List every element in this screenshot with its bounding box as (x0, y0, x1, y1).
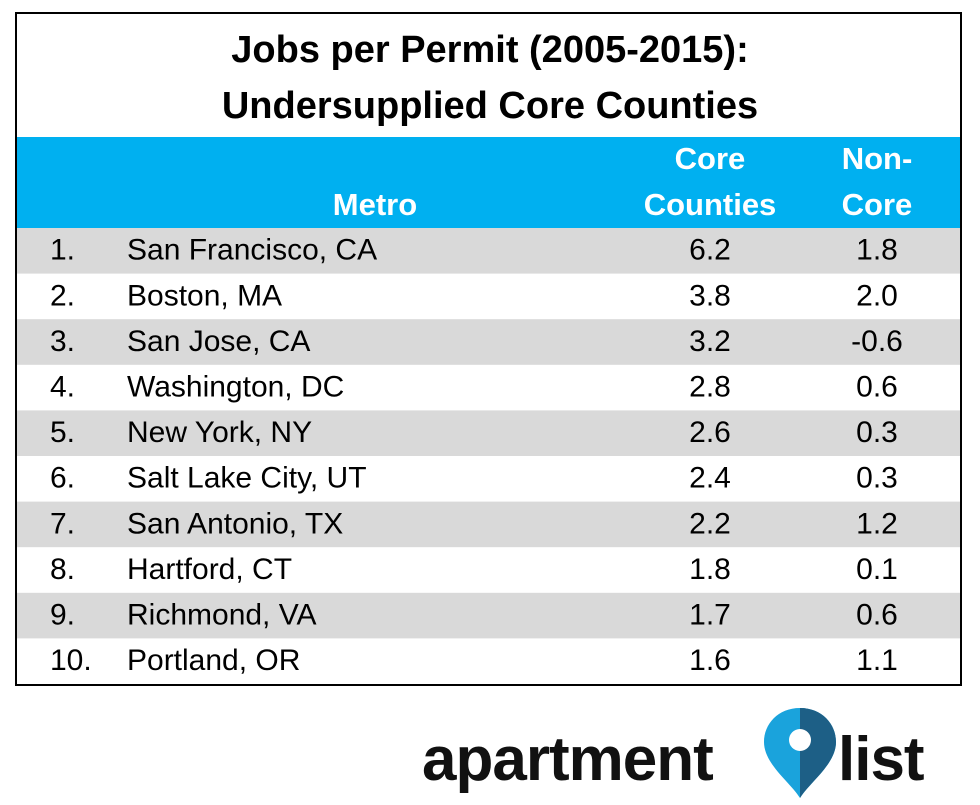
metro: New York, NY (127, 416, 312, 449)
metro: Portland, OR (127, 644, 300, 677)
row-shade (16, 592, 961, 639)
rank: 5. (50, 416, 75, 449)
noncore-value: 2.0 (856, 279, 898, 312)
title-line: Undersupplied Core Counties (222, 85, 758, 127)
rank: 9. (50, 599, 75, 632)
metro: Salt Lake City, UT (127, 462, 367, 495)
noncore-value: -0.6 (851, 325, 903, 358)
table-border (15, 12, 962, 686)
column-header: Counties (644, 187, 777, 222)
metro: Richmond, VA (127, 599, 317, 632)
rank: 7. (50, 507, 75, 540)
rank: 3. (50, 325, 75, 358)
column-header: Core (842, 187, 913, 222)
table-body: 1. San Francisco, CA 6.2 1.82. Boston, MA 3.8… (16, 228, 961, 677)
logo-text: list (838, 725, 924, 794)
title-line: Jobs per Permit (2005-2015): (231, 29, 748, 71)
rank: 6. (50, 462, 75, 495)
noncore-value: 1.2 (856, 507, 898, 540)
metro: San Francisco, CA (127, 234, 377, 267)
rank: 4. (50, 371, 75, 404)
column-header: Core (675, 141, 746, 176)
rank: 1. (50, 234, 75, 267)
column-header: Non- (842, 141, 913, 176)
logo-text: apartment (422, 725, 713, 794)
row-shade (16, 319, 961, 365)
core-value: 1.6 (689, 644, 731, 677)
logo-pin (764, 708, 836, 798)
noncore-value: 0.3 (856, 416, 898, 449)
noncore-value: 1.8 (856, 234, 898, 267)
metro: Hartford, CT (127, 553, 292, 586)
row-shade (16, 410, 961, 456)
rank: 8. (50, 553, 75, 586)
row-shade (16, 228, 961, 274)
noncore-value: 0.6 (856, 371, 898, 404)
core-value: 1.7 (689, 599, 731, 632)
core-value: 3.8 (689, 279, 731, 312)
rank: 2. (50, 279, 75, 312)
noncore-value: 0.3 (856, 462, 898, 495)
core-value: 2.8 (689, 371, 731, 404)
core-value: 2.4 (689, 462, 731, 495)
metro: Boston, MA (127, 279, 282, 312)
noncore-value: 0.1 (856, 553, 898, 586)
core-value: 1.8 (689, 553, 731, 586)
core-value: 3.2 (689, 325, 731, 358)
metro: San Antonio, TX (127, 507, 343, 540)
core-value: 6.2 (689, 234, 731, 267)
header-band (16, 137, 961, 228)
core-value: 2.2 (689, 507, 731, 540)
noncore-value: 0.6 (856, 599, 898, 632)
metro: Washington, DC (127, 371, 344, 404)
rank: 10. (50, 644, 92, 677)
core-value: 2.6 (689, 416, 731, 449)
metro: San Jose, CA (127, 325, 310, 358)
column-header: Metro (333, 187, 417, 222)
row-shade (16, 501, 961, 548)
noncore-value: 1.1 (856, 644, 898, 677)
